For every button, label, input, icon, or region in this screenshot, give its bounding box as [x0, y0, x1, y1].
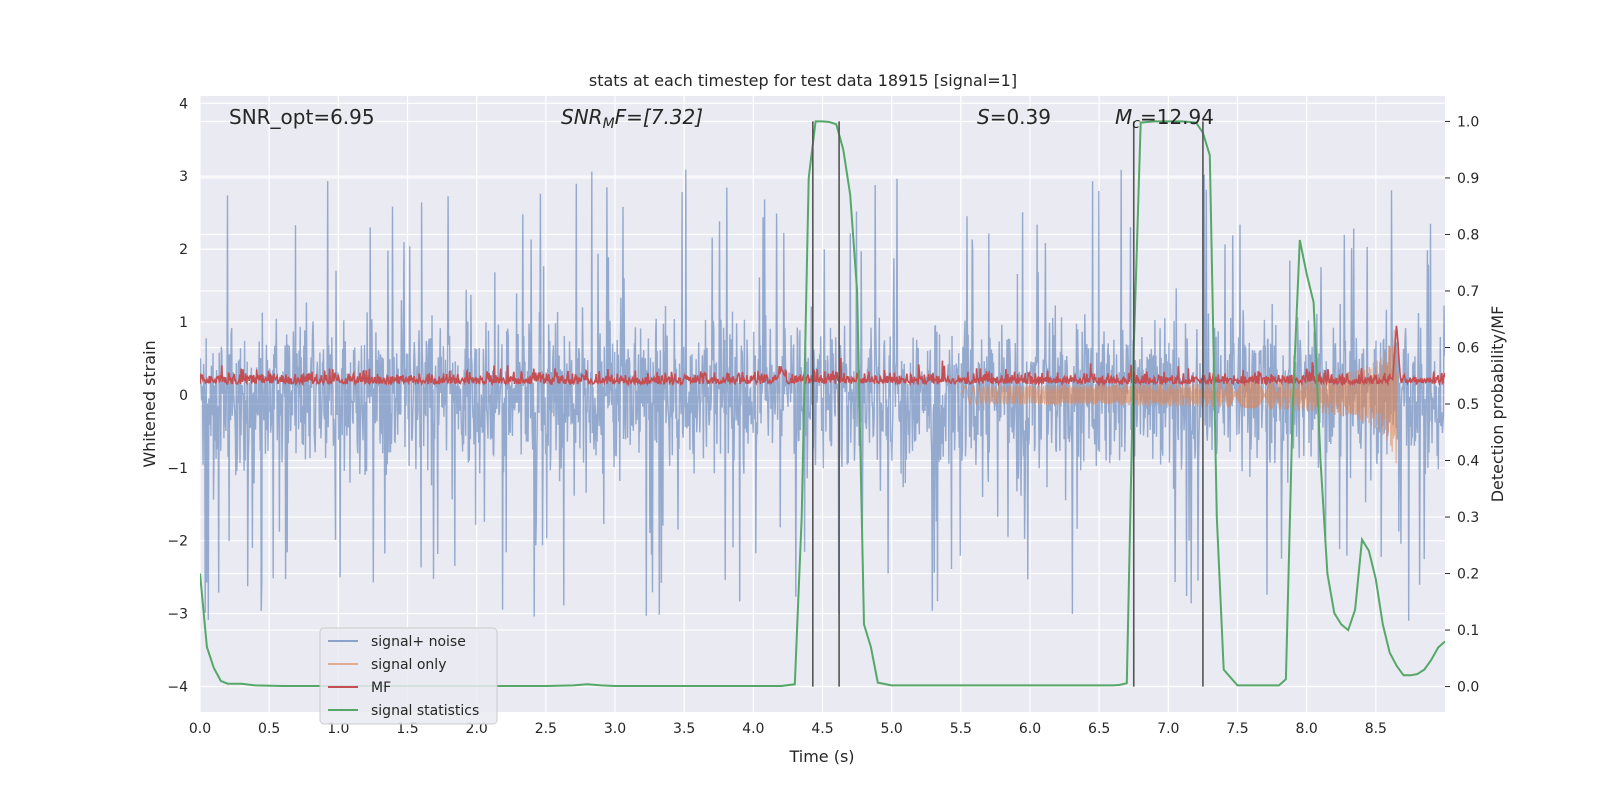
x-tick-label: 3.5 [673, 721, 695, 737]
annotation-s-main: S [977, 105, 990, 129]
annotation-snr-mf-sub: M [603, 116, 615, 132]
y-tick-label: 1 [179, 315, 188, 331]
x-tick-label: 6.0 [1019, 721, 1041, 737]
x-tick-label: 7.0 [1157, 721, 1179, 737]
y2-axis-label: Detection probability/MF [1488, 306, 1507, 503]
x-tick-label: 2.5 [535, 721, 557, 737]
annotation-s-rest: =0.39 [990, 105, 1051, 129]
legend-label-signal: signal only [371, 657, 446, 673]
y-tick-label: −1 [167, 461, 188, 477]
x-tick-label: 3.0 [604, 721, 626, 737]
y2-tick-label: 0.6 [1457, 340, 1479, 356]
series-mf [200, 325, 1445, 388]
x-tick-label: 2.0 [466, 721, 488, 737]
y-tick-label: −4 [167, 679, 188, 695]
y2-tick-label: 0.1 [1457, 623, 1479, 639]
series-signal-statistics [200, 120, 1445, 687]
legend-label-noise: signal+ noise [371, 634, 466, 650]
x-tick-label: 4.0 [742, 721, 764, 737]
x-tick-label: 5.5 [950, 721, 972, 737]
x-tick-label: 1.0 [327, 721, 349, 737]
y-tick-label: 4 [179, 96, 188, 112]
x-tick-label: 1.5 [396, 721, 418, 737]
chart-title: stats at each timestep for test data 189… [589, 71, 1017, 90]
legend-box [319, 627, 498, 725]
y2-tick-label: 0.9 [1457, 171, 1479, 187]
y-tick-label: 2 [179, 242, 188, 258]
x-tick-label: 0.5 [258, 721, 280, 737]
y2-tick-label: 0.0 [1457, 680, 1479, 696]
x-tick-label: 4.5 [811, 721, 833, 737]
x-axis-ticks: 0.0 0.5 1.0 1.5 2.0 2.5 3.0 3.5 4.0 4.5 5.0 5.5 6.0 6… [189, 721, 1387, 737]
legend: signal+ noise signal only MF signal stat… [319, 627, 498, 725]
x-tick-label: 7.5 [1226, 721, 1248, 737]
y2-tick-label: 0.7 [1457, 284, 1479, 300]
y-tick-label: −2 [167, 534, 188, 550]
y2-tick-label: 0.2 [1457, 567, 1479, 583]
legend-label-mf: MF [371, 680, 391, 696]
annotation-snr-mf-main: SNR [561, 105, 603, 129]
x-tick-label: 8.5 [1365, 721, 1387, 737]
x-tick-label: 8.0 [1296, 721, 1318, 737]
annotation-s: S=0.39 [977, 105, 1051, 129]
y-tick-label: 3 [179, 169, 188, 185]
annotation-snr-opt: SNR_opt=6.95 [229, 105, 375, 129]
y-axis-ticks: 4 3 2 1 0 −1 −2 −3 −4 [167, 96, 188, 695]
y2-axis-ticks: 1.0 0.9 0.8 0.7 0.6 0.5 0.4 0.3 0.2 0.1 0.0 [1445, 114, 1479, 696]
y2-tick-label: 0.8 [1457, 227, 1479, 243]
x-tick-label: 0.0 [189, 721, 211, 737]
series-layer [200, 120, 1445, 687]
y-axis-label: Whitened strain [140, 340, 159, 467]
vertical-markers [812, 121, 1204, 687]
y2-tick-label: 0.5 [1457, 397, 1479, 413]
y2-tick-label: 0.3 [1457, 510, 1479, 526]
annotation-mc-rest: =12.94 [1140, 105, 1214, 129]
annotation-mc-main: M [1115, 105, 1132, 129]
y-tick-label: −3 [167, 607, 188, 623]
x-axis-label: Time (s) [788, 747, 854, 766]
annotation-mc-sub: c [1132, 116, 1140, 132]
legend-label-stats: signal statistics [371, 703, 479, 719]
x-tick-label: 6.5 [1088, 721, 1110, 737]
annotation-mc: Mc=12.94 [1115, 105, 1214, 132]
y2-tick-label: 1.0 [1457, 114, 1479, 130]
annotation-snr-mf-rest: F=[7.32] [615, 105, 703, 129]
series-signal-only [960, 329, 1398, 464]
x-tick-label: 5.0 [881, 721, 903, 737]
y-tick-label: 0 [179, 388, 188, 404]
annotation-snr-mf: SNRMF=[7.32] [561, 105, 703, 132]
y2-tick-label: 0.4 [1457, 454, 1479, 470]
